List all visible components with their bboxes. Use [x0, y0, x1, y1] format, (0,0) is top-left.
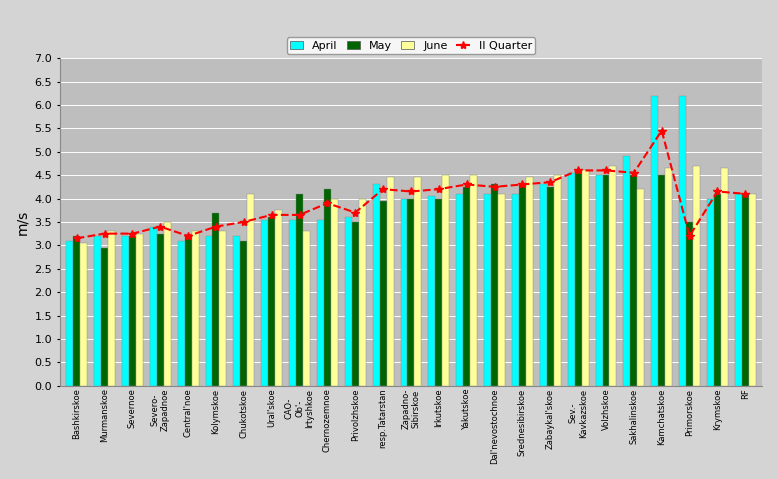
Bar [442, 175, 449, 386]
Bar [407, 198, 414, 386]
Bar [94, 236, 101, 386]
Bar [66, 240, 73, 386]
Bar [296, 194, 303, 386]
Bar [665, 168, 672, 386]
Bar [157, 234, 164, 386]
Bar [512, 194, 519, 386]
Bar [247, 194, 254, 386]
Bar [303, 231, 310, 386]
Bar [380, 201, 387, 386]
Bar [735, 194, 742, 386]
Bar [192, 231, 199, 386]
Bar [400, 198, 407, 386]
Bar [526, 177, 533, 386]
Bar [150, 227, 157, 386]
Bar [373, 184, 380, 386]
Bar [540, 184, 547, 386]
Bar [742, 194, 749, 386]
Bar [212, 213, 219, 386]
Bar [679, 95, 686, 386]
Bar [491, 184, 498, 386]
Bar [463, 187, 470, 386]
Bar [233, 236, 240, 386]
Bar [136, 234, 143, 386]
Bar [595, 175, 602, 386]
Bar [185, 236, 192, 386]
Bar [275, 210, 282, 386]
Bar [178, 240, 185, 386]
Bar [651, 95, 658, 386]
Bar [345, 217, 352, 386]
Bar [498, 194, 505, 386]
Bar [470, 175, 477, 386]
Bar [428, 196, 435, 386]
Bar [261, 219, 268, 386]
Bar [101, 248, 108, 386]
Bar [630, 175, 637, 386]
Bar [387, 177, 394, 386]
Bar [219, 231, 226, 386]
Bar [73, 236, 80, 386]
Bar [359, 198, 366, 386]
Bar [129, 236, 136, 386]
Bar [707, 198, 714, 386]
Bar [324, 189, 331, 386]
Bar [568, 173, 575, 386]
Bar [582, 171, 588, 386]
Bar [456, 194, 463, 386]
Bar [164, 222, 171, 386]
Bar [749, 194, 756, 386]
Bar [693, 166, 700, 386]
Bar [686, 222, 693, 386]
Bar [714, 194, 721, 386]
Bar [519, 184, 526, 386]
Bar [721, 168, 728, 386]
Bar [637, 189, 644, 386]
Bar [554, 175, 561, 386]
Bar [414, 177, 421, 386]
Bar [289, 219, 296, 386]
Bar [108, 231, 115, 386]
Bar [575, 171, 582, 386]
Bar [602, 175, 609, 386]
Bar [268, 217, 275, 386]
Bar [331, 198, 338, 386]
Bar [435, 198, 442, 386]
Bar [317, 219, 324, 386]
Bar [547, 187, 554, 386]
Bar [352, 222, 359, 386]
Bar [240, 240, 247, 386]
Bar [484, 194, 491, 386]
Bar [80, 243, 87, 386]
Bar [205, 236, 212, 386]
Legend: April, May, June, II Quarter: April, May, June, II Quarter [287, 37, 535, 54]
Bar [658, 175, 665, 386]
Bar [609, 166, 616, 386]
Y-axis label: m/s: m/s [15, 209, 29, 235]
Bar [623, 157, 630, 386]
Bar [122, 236, 129, 386]
